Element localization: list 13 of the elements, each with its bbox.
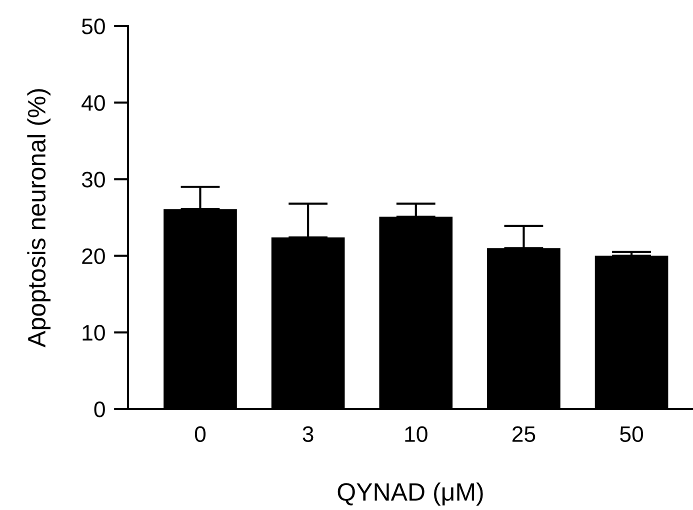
- y-tick-label: 10: [82, 324, 105, 341]
- y-tick-label: 30: [82, 172, 105, 188]
- y-tick-label: 50: [82, 18, 105, 34]
- y-tick-label: 40: [82, 95, 105, 111]
- y-tick-label: 0: [94, 402, 105, 418]
- x-tick-label: 10: [405, 426, 428, 442]
- x-tick-label: 3: [302, 426, 314, 442]
- x-tick-label: 0: [194, 426, 206, 442]
- x-tick-label: 25: [512, 426, 536, 442]
- x-tick-label: 50: [620, 426, 644, 442]
- y-tick-label: 20: [82, 248, 105, 264]
- x-axis-title: QYNAD (μM): [338, 482, 483, 506]
- y-axis-title: Apoptosis neuronal (%): [27, 89, 51, 348]
